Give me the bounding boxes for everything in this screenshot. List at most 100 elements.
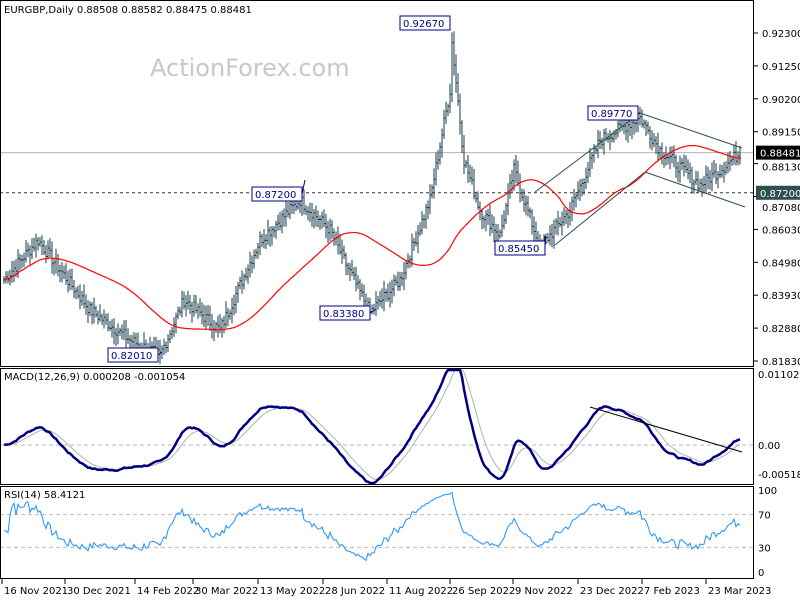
ohlc-bar <box>629 119 631 137</box>
ohlc-bar <box>103 309 105 329</box>
ohlc-bar <box>305 205 307 216</box>
ohlc-bar <box>527 196 529 217</box>
ohlc-bar <box>561 211 563 236</box>
ohlc-bar <box>209 305 211 331</box>
ohlc-bar <box>631 117 633 140</box>
ohlc-bar <box>121 324 123 340</box>
ohlc-bar <box>175 312 177 334</box>
ohlc-bar <box>399 271 401 291</box>
ohlc-bar <box>127 328 129 344</box>
ohlc-bar <box>117 323 119 345</box>
ohlc-bar <box>723 162 725 183</box>
ohlc-bar <box>451 32 453 103</box>
ohlc-bar <box>583 178 585 195</box>
channel-lower-falling <box>644 171 746 208</box>
ohlc-bar <box>423 214 425 229</box>
ohlc-bar <box>463 134 465 175</box>
annotation-label: 0.87200 <box>255 190 296 201</box>
ohlc-bar <box>169 329 171 343</box>
ohlc-bar <box>73 279 75 298</box>
ohlc-bar <box>729 151 731 172</box>
ohlc-bar <box>405 260 407 280</box>
ohlc-bar <box>355 266 357 292</box>
ohlc-bar <box>193 294 195 317</box>
ohlc-bar <box>177 306 179 320</box>
date-tick-label: 13 May 2022 <box>260 586 325 597</box>
ohlc-bar <box>267 219 269 245</box>
ohlc-bar <box>309 202 311 223</box>
annotation-box <box>107 347 159 363</box>
ohlc-bar <box>243 273 245 290</box>
ohlc-bar <box>735 141 737 166</box>
ohlc-bar <box>391 279 393 304</box>
ohlc-bar <box>247 264 249 284</box>
ohlc-bar <box>353 267 355 281</box>
ohlc-bar <box>133 332 135 348</box>
ohlc-bar <box>503 210 505 230</box>
support-price-tag <box>756 185 800 200</box>
ohlc-bar <box>83 284 85 309</box>
ohlc-bar <box>85 294 87 315</box>
ohlc-bar <box>609 130 611 151</box>
ohlc-bar <box>455 54 457 93</box>
ohlc-bar <box>63 265 65 280</box>
ohlc-bar <box>513 159 515 191</box>
ohlc-bar <box>417 224 419 254</box>
ohlc-bar <box>245 267 247 281</box>
ohlc-bar <box>445 101 447 124</box>
ohlc-bar <box>519 173 521 203</box>
ohlc-bar <box>413 237 415 251</box>
annotation-label: 0.89770 <box>591 109 632 120</box>
ohlc-bar <box>529 207 531 219</box>
price-tick-label: 0.84980 <box>762 258 800 269</box>
ohlc-bar <box>211 313 213 339</box>
ohlc-bar <box>357 275 359 289</box>
current-price-tag <box>756 145 800 160</box>
ohlc-bar <box>495 223 497 244</box>
ohlc-bar <box>199 298 201 317</box>
ohlc-bar <box>113 318 115 345</box>
ohlc-bar <box>125 320 127 351</box>
ohlc-bar <box>639 107 641 126</box>
ohlc-bar <box>499 229 501 239</box>
main-panel-frame <box>0 0 754 367</box>
ohlc-bar <box>59 264 61 283</box>
rsi-line <box>4 491 741 562</box>
ohlc-bar <box>115 327 117 346</box>
ohlc-bar <box>129 335 131 349</box>
ohlc-bar <box>401 272 403 287</box>
ohlc-bar <box>469 164 471 183</box>
ohlc-bar <box>675 154 677 178</box>
ohlc-bar <box>461 120 463 154</box>
ohlc-bar <box>319 215 321 230</box>
ohlc-bar <box>435 152 437 186</box>
ohlc-bar <box>427 200 429 220</box>
ohlc-bar <box>51 241 53 274</box>
ohlc-bar <box>321 211 323 229</box>
ohlc-bar <box>191 301 193 323</box>
annotation-box <box>399 15 451 31</box>
ohlc-bar <box>33 237 35 252</box>
ohlc-bar <box>483 215 485 229</box>
ohlc-bar <box>501 214 503 237</box>
ohlc-bar <box>453 31 455 76</box>
ohlc-bar <box>589 147 591 177</box>
macd-trendline <box>589 406 743 453</box>
ohlc-bar <box>71 268 73 290</box>
ohlc-bar <box>493 216 495 243</box>
ohlc-bar <box>263 228 265 249</box>
ohlc-bar <box>643 119 645 129</box>
ohlc-bar <box>123 320 125 341</box>
ohlc-bar <box>569 202 571 226</box>
ohlc-bar <box>163 338 165 356</box>
ohlc-bar <box>571 196 573 222</box>
ohlc-bar <box>431 184 433 199</box>
ohlc-bar <box>459 93 461 135</box>
ohlc-bar <box>385 288 387 302</box>
ohlc-bar <box>425 204 427 229</box>
ohlc-bar <box>345 252 347 276</box>
ohlc-bar <box>311 203 313 227</box>
ohlc-bar <box>719 164 721 179</box>
ohlc-bar <box>87 300 89 323</box>
ohlc-bar <box>701 178 703 197</box>
